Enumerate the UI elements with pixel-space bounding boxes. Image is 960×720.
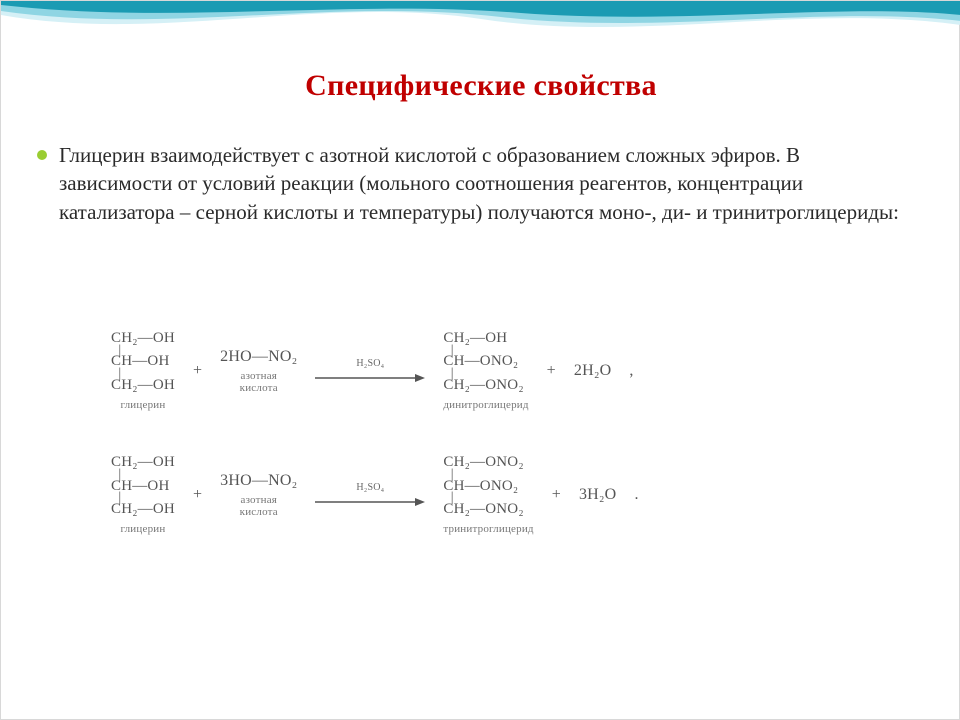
eq2-catalyst: H₂SO₄ bbox=[356, 482, 384, 493]
plus-icon: + bbox=[193, 362, 202, 380]
eq2-water: 3H₂O bbox=[579, 486, 617, 504]
slide: Специфические свойства Глицерин взаимоде… bbox=[0, 0, 960, 720]
eq1-reagent: 2HO—NO₂ азотная кислота bbox=[220, 348, 297, 394]
eq2-trailing: . bbox=[634, 486, 638, 504]
eq1-catalyst: H₂SO₄ bbox=[356, 358, 384, 369]
eq2-reagent: 3HO—NO₂ азотная кислота bbox=[220, 472, 297, 518]
eq1-product: CH₂—OH | CH—ONO₂ | CH₂—ONO₂ динитроглице… bbox=[443, 331, 528, 411]
eq1-gly-label: глицерин bbox=[111, 400, 175, 412]
eq2-reagent-label: азотная кислота bbox=[240, 494, 278, 518]
body-text-content: Глицерин взаимодействует с азотной кисло… bbox=[59, 141, 917, 226]
plus-icon: + bbox=[552, 486, 561, 504]
eq2-prod-l3: CH₂—ONO₂ bbox=[443, 502, 523, 518]
eq1-trailing: , bbox=[629, 362, 633, 380]
eq1-glycerol: CH₂—OH | CH—OH | CH₂—OH глицерин bbox=[111, 331, 175, 411]
eq1-gly-l3: CH₂—OH bbox=[111, 378, 175, 394]
eq2-glycerol: CH₂—OH | CH—OH | CH₂—OH глицерин bbox=[111, 455, 175, 535]
eq2-prod-l2: CH—ONO₂ bbox=[443, 479, 518, 495]
eq1-water: 2H₂O bbox=[574, 362, 612, 380]
eq2-arrow: H₂SO₄ bbox=[315, 482, 425, 509]
eq1-coef: 2HO—NO₂ bbox=[220, 348, 297, 366]
equation-2: CH₂—OH | CH—OH | CH₂—OH глицерин + 3HO—N… bbox=[111, 455, 871, 535]
eq1-prod-l3: CH₂—ONO₂ bbox=[443, 378, 523, 394]
plus-icon: + bbox=[547, 362, 556, 380]
body-paragraph: Глицерин взаимодействует с азотной кисло… bbox=[37, 141, 917, 226]
arrow-icon bbox=[315, 495, 425, 509]
arrow-icon bbox=[315, 371, 425, 385]
eq1-arrow: H₂SO₄ bbox=[315, 358, 425, 385]
eq2-coef: 3HO—NO₂ bbox=[220, 472, 297, 490]
wave-svg bbox=[1, 1, 960, 57]
eq2-gly-label: глицерин bbox=[111, 524, 175, 536]
eq2-prod-l1: CH₂—ONO₂ bbox=[443, 455, 523, 471]
slide-title: Специфические свойства bbox=[1, 69, 960, 103]
eq1-reagent-label: азотная кислота bbox=[240, 370, 278, 394]
bullet-icon bbox=[37, 150, 47, 160]
eq1-prod-l2: CH—ONO₂ bbox=[443, 354, 518, 370]
eq2-prod-label: тринитроглицерид bbox=[443, 524, 533, 536]
eq1-prod-label: динитроглицерид bbox=[443, 400, 528, 412]
eq2-product: CH₂—ONO₂ | CH—ONO₂ | CH₂—ONO₂ тринитрогл… bbox=[443, 455, 533, 535]
decorative-wave bbox=[1, 1, 960, 57]
plus-icon: + bbox=[193, 486, 202, 504]
eq2-gly-l3: CH₂—OH bbox=[111, 502, 175, 518]
equation-1: CH₂—OH | CH—OH | CH₂—OH глицерин + 2HO—N… bbox=[111, 331, 871, 411]
equations-area: CH₂—OH | CH—OH | CH₂—OH глицерин + 2HO—N… bbox=[111, 331, 871, 579]
